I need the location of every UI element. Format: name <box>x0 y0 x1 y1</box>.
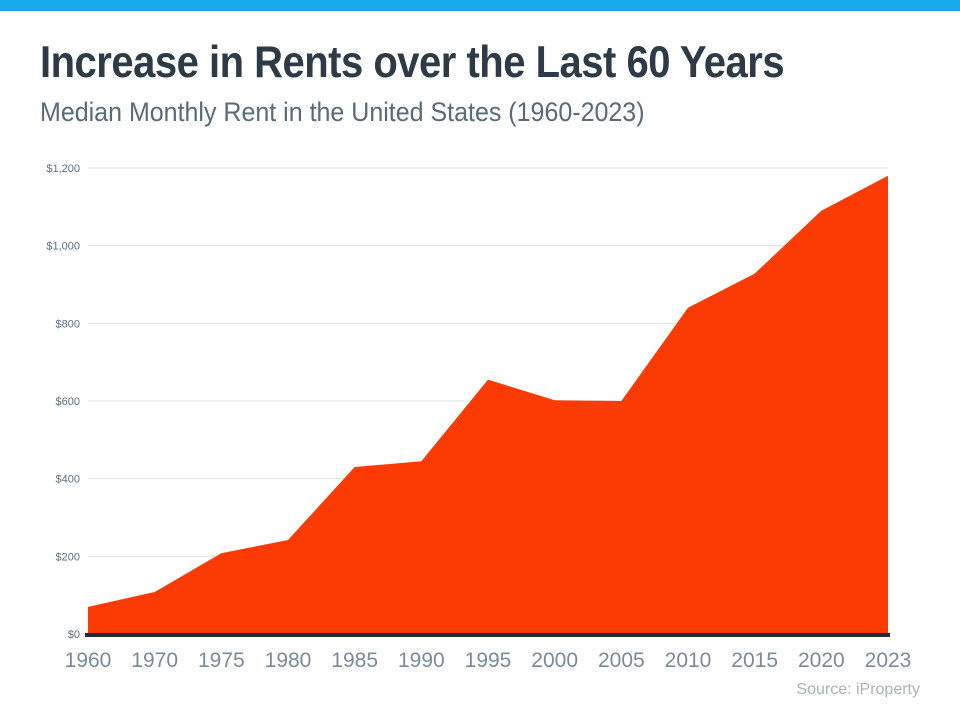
y-axis-tick-label: $1,000 <box>46 241 80 253</box>
x-axis-tick-label: 1995 <box>465 649 512 672</box>
x-axis-tick-label: 1990 <box>398 649 445 672</box>
area-series <box>88 175 888 634</box>
y-axis-tick-label: $400 <box>56 474 80 486</box>
x-axis-tick-label: 2015 <box>731 649 778 672</box>
y-axis-tick-label: $600 <box>56 396 80 408</box>
chart-header: Increase in Rents over the Last 60 Years… <box>40 38 920 128</box>
x-axis-tick-label: 1960 <box>65 649 112 672</box>
y-axis-tick-label: $1,200 <box>46 163 80 175</box>
x-axis-tick-label: 2020 <box>798 649 845 672</box>
x-axis-tick-label: 2005 <box>598 649 645 672</box>
x-axis-tick-label: 1970 <box>131 649 178 672</box>
source-attribution: Source: iProperty <box>796 681 920 698</box>
y-axis-tick-label: $0 <box>68 629 80 641</box>
x-axis-tick-label: 2000 <box>531 649 578 672</box>
x-axis-tick-label: 1985 <box>331 649 378 672</box>
x-axis-tick-label: 1975 <box>198 649 245 672</box>
page-title: Increase in Rents over the Last 60 Years <box>40 38 785 88</box>
y-axis-tick-label: $200 <box>56 551 80 563</box>
x-axis-tick-label: 1980 <box>265 649 312 672</box>
x-axis-tick-label: 2010 <box>665 649 712 672</box>
y-axis-tick-label: $800 <box>56 318 80 330</box>
x-axis-tick-label: 2023 <box>865 649 912 672</box>
top-accent-bar <box>0 0 960 11</box>
page-subtitle: Median Monthly Rent in the United States… <box>40 97 645 128</box>
